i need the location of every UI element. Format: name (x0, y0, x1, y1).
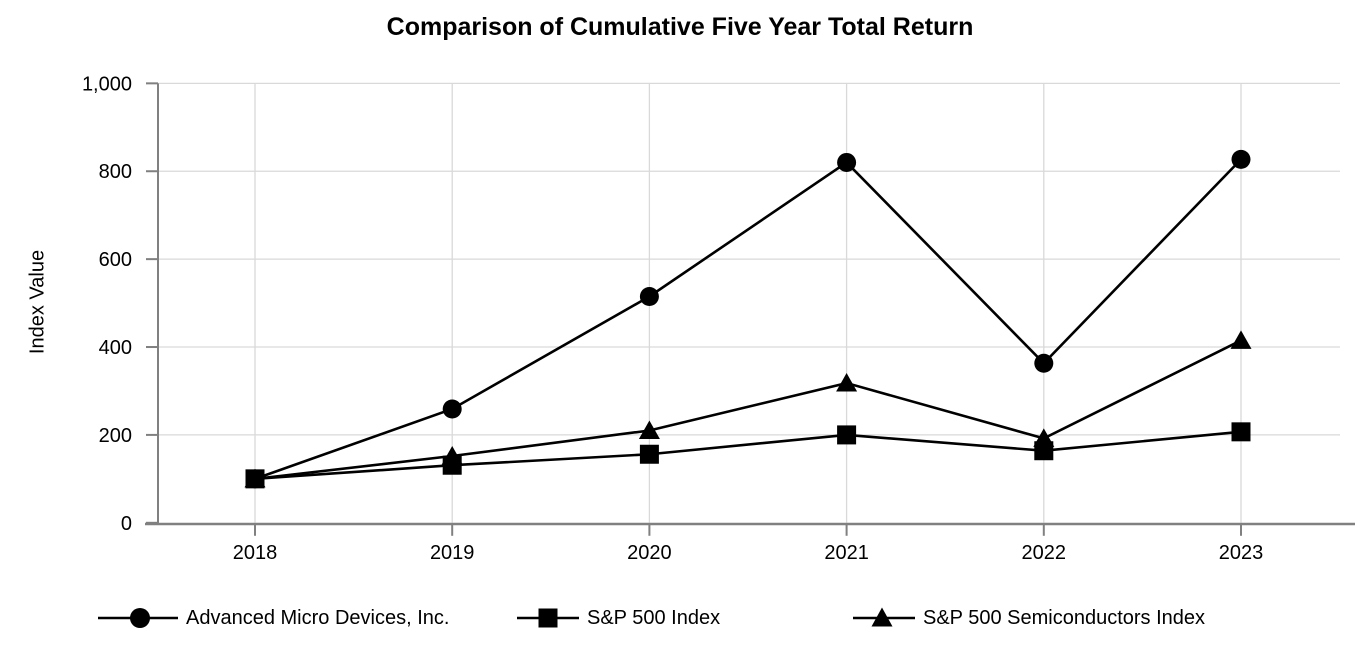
series-line-circle (254, 158, 1242, 481)
legend-label-amd: Advanced Micro Devices, Inc. (186, 607, 450, 629)
data-marker-square (639, 444, 659, 464)
data-marker-triangle (836, 373, 858, 392)
data-marker-triangle (441, 446, 463, 465)
series-line-square (254, 430, 1242, 481)
legend-item-sp500-semis: S&P 500 Semiconductors Index (853, 603, 1205, 633)
legend-marker-square (517, 608, 579, 628)
chart-title: Comparison of Cumulative Five Year Total… (386, 13, 974, 41)
legend-item-sp500: S&P 500 Index (517, 603, 720, 633)
data-marker-triangle (1033, 428, 1055, 447)
chart-plot-area: 0 200 400 600 800 1,000 2018 2019 2020 2021 2022 20… (82, 73, 1355, 564)
legend-label-sp500: S&P 500 Index (587, 607, 721, 629)
series-line-triangle (254, 339, 1242, 481)
data-marker-square (837, 425, 857, 445)
x-tick-label: 2019 (430, 542, 475, 564)
x-tick-label: 2022 (1022, 542, 1067, 564)
y-tick-label: 1,000 (82, 73, 132, 95)
x-tick-label: 2020 (627, 542, 672, 564)
data-marker-circle (1034, 353, 1054, 373)
x-tick-label: 2023 (1219, 542, 1264, 564)
data-marker-triangle (1230, 330, 1252, 349)
data-marker-circle (442, 399, 462, 419)
legend-marker-circle (98, 608, 178, 628)
x-tick-label: 2021 (824, 542, 869, 564)
y-tick-label: 800 (99, 161, 132, 183)
data-marker-circle (1231, 149, 1251, 169)
y-tick-label: 400 (99, 337, 132, 359)
legend-label-sp500-semis: S&P 500 Semiconductors Index (923, 607, 1206, 629)
data-marker-triangle (638, 420, 660, 440)
y-tick-label: 0 (121, 513, 132, 535)
data-marker-triangle (244, 468, 266, 488)
data-marker-circle (837, 152, 857, 172)
y-tick-label: 200 (99, 425, 132, 447)
legend-item-amd: Advanced Micro Devices, Inc. (98, 603, 449, 633)
x-tick-label: 2018 (233, 542, 278, 564)
legend-marker-triangle (853, 607, 915, 627)
data-marker-circle (639, 286, 659, 306)
y-tick-label: 600 (99, 249, 132, 271)
data-marker-square (1231, 422, 1251, 442)
